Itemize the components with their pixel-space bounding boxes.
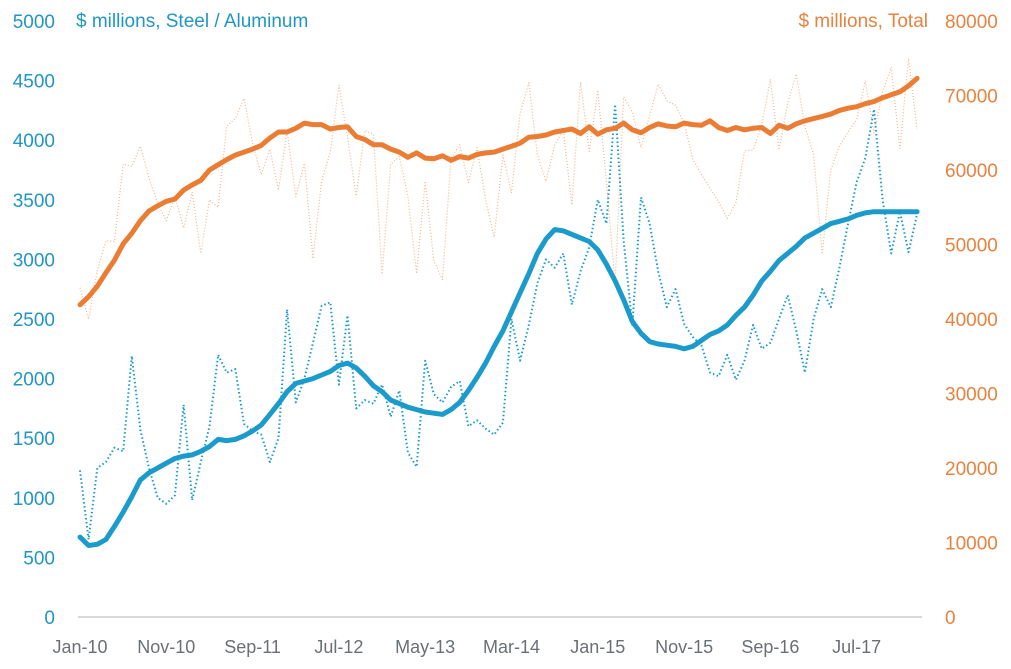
steel-aluminum-monthly-line (79, 103, 919, 541)
right-tick-label: 20000 (945, 459, 998, 480)
left-tick-label: 5000 (13, 12, 55, 33)
right-axis-ticks: 0 10000 20000 30000 40000 50000 60000 70000 8000… (945, 12, 998, 629)
right-tick-label: 70000 (945, 87, 998, 108)
series-layer (77, 57, 920, 548)
total-trend-line (77, 75, 920, 308)
x-tick-label: Jan-15 (570, 637, 625, 657)
x-tick-label: Mar-14 (483, 637, 540, 657)
x-axis-ticks: Jan-10 Nov-10 Sep-11 Jul-12 May-13 Mar-14 Jan-… (52, 637, 881, 657)
left-tick-label: 4000 (13, 131, 55, 152)
left-tick-label: 2500 (13, 310, 55, 331)
left-tick-label: 2000 (13, 370, 55, 391)
right-tick-label: 30000 (945, 385, 998, 406)
x-tick-label: Sep-16 (741, 637, 799, 657)
right-tick-label: 50000 (945, 236, 998, 257)
right-tick-label: 10000 (945, 534, 998, 555)
left-tick-label: 0 (44, 608, 55, 629)
total-monthly-line (79, 57, 918, 320)
x-tick-label: Jul-17 (832, 637, 881, 657)
x-tick-label: Sep-11 (224, 637, 281, 657)
x-tick-label: Nov-15 (655, 637, 713, 657)
x-tick-label: Jan-10 (52, 637, 107, 657)
left-axis-ticks: 0 500 1000 1500 2000 2500 3000 3500 4000 4500 5000 (13, 12, 55, 629)
left-tick-label: 500 (23, 548, 55, 569)
left-tick-label: 1500 (13, 429, 55, 450)
x-tick-label: Nov-10 (137, 637, 195, 657)
x-tick-label: May-13 (395, 637, 455, 657)
left-tick-label: 4500 (13, 72, 55, 93)
right-tick-label: 0 (945, 608, 956, 629)
right-axis-title: $ millions, Total (798, 11, 928, 32)
right-tick-label: 80000 (945, 12, 998, 33)
x-tick-label: Jul-12 (314, 637, 363, 657)
steel-aluminum-trend-line (77, 209, 920, 548)
right-tick-label: 40000 (945, 310, 998, 331)
left-tick-label: 1000 (13, 489, 55, 510)
left-tick-label: 3000 (13, 250, 55, 271)
left-tick-label: 3500 (13, 191, 55, 212)
left-axis-title: $ millions, Steel / Aluminum (76, 11, 308, 32)
right-tick-label: 60000 (945, 161, 998, 182)
